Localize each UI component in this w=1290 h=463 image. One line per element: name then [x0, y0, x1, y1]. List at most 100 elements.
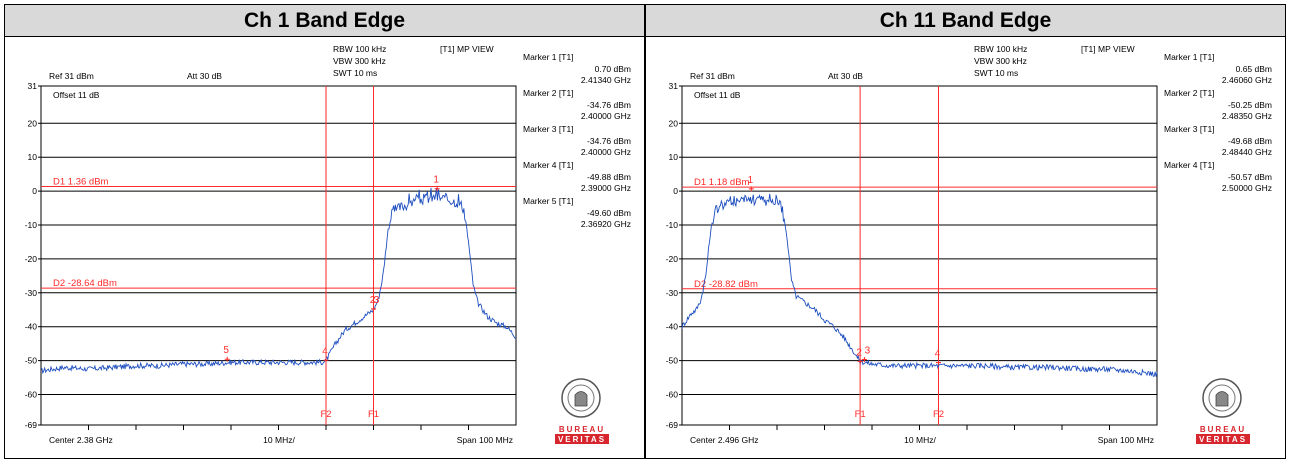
seal-figure-icon — [574, 391, 588, 407]
spectrum-trace — [681, 193, 1158, 377]
marker-readout-freq: 2.40000 GHz — [581, 147, 631, 157]
marker-readout-freq: 2.46060 GHz — [1222, 75, 1272, 85]
marker-readout-level: -50.57 dBm — [1228, 172, 1272, 182]
offset-label: Offset 11 dB — [53, 90, 100, 100]
seal-inner-ring — [567, 384, 595, 412]
ref-level: Ref 31 dBm — [49, 71, 94, 81]
y-tick-label: -40 — [666, 322, 679, 332]
center-frequency: Center 2.38 GHz — [49, 435, 113, 445]
y-tick-label: -60 — [25, 389, 38, 399]
y-tick-label: -30 — [666, 288, 679, 298]
rbw-setting: RBW 100 kHz — [333, 44, 386, 54]
span-per-division: 10 MHz/ — [904, 435, 936, 445]
marker-readout-label: Marker 2 [T1] — [523, 88, 574, 98]
y-tick-label: 31 — [669, 81, 679, 91]
attenuation: Att 30 dB — [828, 71, 863, 81]
marker-number: 3 — [865, 346, 871, 357]
logo-text-top: BUREAU — [559, 425, 605, 434]
y-tick-label: -10 — [666, 220, 679, 230]
marker-number: 4 — [322, 346, 328, 357]
rbw-setting: RBW 100 kHz — [974, 44, 1027, 54]
y-tick-label: 0 — [673, 186, 678, 196]
y-tick-label: -69 — [25, 420, 38, 430]
frequency-line-label: F1 — [368, 409, 379, 420]
marker-readout-level: -49.68 dBm — [1228, 136, 1272, 146]
marker-number: 1 — [748, 175, 754, 186]
marker-readout-level: 0.65 dBm — [1236, 64, 1272, 74]
frequency-line-label: F2 — [933, 409, 944, 420]
marker-readout-label: Marker 1 [T1] — [523, 52, 574, 62]
view-setting: [T1] MP VIEW — [440, 44, 494, 54]
marker-readout-label: Marker 2 [T1] — [1164, 88, 1215, 98]
marker-readout-label: Marker 4 [T1] — [1164, 160, 1215, 170]
panel-title-ch1: Ch 1 Band Edge — [5, 5, 644, 37]
y-tick-label: 10 — [669, 152, 679, 162]
marker-readout-freq: 2.39000 GHz — [581, 183, 631, 193]
marker-number: 4 — [935, 349, 941, 360]
display-line-label: D2 -28.82 dBm — [694, 279, 758, 290]
marker-readout-label: Marker 3 [T1] — [1164, 124, 1215, 134]
spectrum-trace — [40, 187, 517, 375]
swt-setting: SWT 10 ms — [974, 68, 1018, 78]
y-tick-label: -20 — [25, 254, 38, 264]
span: Span 100 MHz — [1098, 435, 1154, 445]
panel-title-ch11: Ch 11 Band Edge — [646, 5, 1285, 37]
marker-readout-label: Marker 3 [T1] — [523, 124, 574, 134]
panel-divider — [644, 4, 646, 459]
vbw-setting: VBW 300 kHz — [333, 56, 386, 66]
marker-number: 1 — [433, 175, 439, 186]
marker-readout-freq: 2.48440 GHz — [1222, 147, 1272, 157]
y-tick-label: 0 — [32, 186, 37, 196]
marker-number: 3 — [374, 295, 380, 306]
marker-readout-level: -50.25 dBm — [1228, 100, 1272, 110]
y-tick-label: -60 — [666, 389, 679, 399]
marker-readout-label: Marker 1 [T1] — [1164, 52, 1215, 62]
marker-readout-freq: 2.48350 GHz — [1222, 111, 1272, 121]
frequency-line-label: F1 — [855, 409, 866, 420]
spectrum-panel-ch11: RBW 100 kHz VBW 300 kHz SWT 10 ms [T1] MP V… — [666, 44, 1272, 445]
frequency-line-label: F2 — [320, 409, 331, 420]
plot-frame — [40, 85, 517, 426]
span: Span 100 MHz — [457, 435, 513, 445]
y-tick-label: -50 — [25, 356, 38, 366]
ref-level: Ref 31 dBm — [690, 71, 735, 81]
seal-inner-ring — [1208, 384, 1236, 412]
y-tick-label: 31 — [28, 81, 38, 91]
marker-readout-freq: 2.41340 GHz — [581, 75, 631, 85]
attenuation: Att 30 dB — [187, 71, 222, 81]
marker-readout-level: -34.76 dBm — [587, 100, 631, 110]
span-per-division: 10 MHz/ — [263, 435, 295, 445]
y-tick-label: -10 — [25, 220, 38, 230]
display-line-label: D1 1.18 dBm — [694, 177, 750, 188]
marker-number: 2 — [370, 295, 376, 306]
y-tick-label: 10 — [28, 152, 38, 162]
logo-top-band — [555, 424, 609, 433]
spectrum-panel-ch1: RBW 100 kHz VBW 300 kHz SWT 10 ms [T1] MP V… — [25, 44, 631, 445]
marker-readout-freq: 2.36920 GHz — [581, 219, 631, 229]
swt-setting: SWT 10 ms — [333, 68, 377, 78]
center-frequency: Center 2.496 GHz — [690, 435, 759, 445]
y-tick-label: -40 — [25, 322, 38, 332]
marker-readout-level: -49.88 dBm — [587, 172, 631, 182]
marker-number: 2 — [856, 347, 862, 358]
display-line-label: D1 1.36 dBm — [53, 176, 109, 187]
y-tick-label: -20 — [666, 254, 679, 264]
marker-readout-label: Marker 5 [T1] — [523, 196, 574, 206]
marker-readout-freq: 2.40000 GHz — [581, 111, 631, 121]
logo-text-top: BUREAU — [1200, 425, 1246, 434]
y-tick-label: 20 — [28, 118, 38, 128]
logo-top-band — [1196, 424, 1250, 433]
marker-readout-level: -49.60 dBm — [587, 208, 631, 218]
vbw-setting: VBW 300 kHz — [974, 56, 1027, 66]
marker-readout-freq: 2.50000 GHz — [1222, 183, 1272, 193]
seal-figure-icon — [1215, 391, 1229, 407]
marker-number: 5 — [223, 345, 229, 356]
plot-frame — [681, 85, 1158, 426]
logo-bottom-band — [555, 434, 609, 444]
marker-readout-level: 0.70 dBm — [595, 64, 631, 74]
y-tick-label: -30 — [25, 288, 38, 298]
logo-bottom-band — [1196, 434, 1250, 444]
marker-readout-level: -34.76 dBm — [587, 136, 631, 146]
y-tick-label: -69 — [666, 420, 679, 430]
logo-text-bottom: VERITAS — [1199, 435, 1247, 444]
